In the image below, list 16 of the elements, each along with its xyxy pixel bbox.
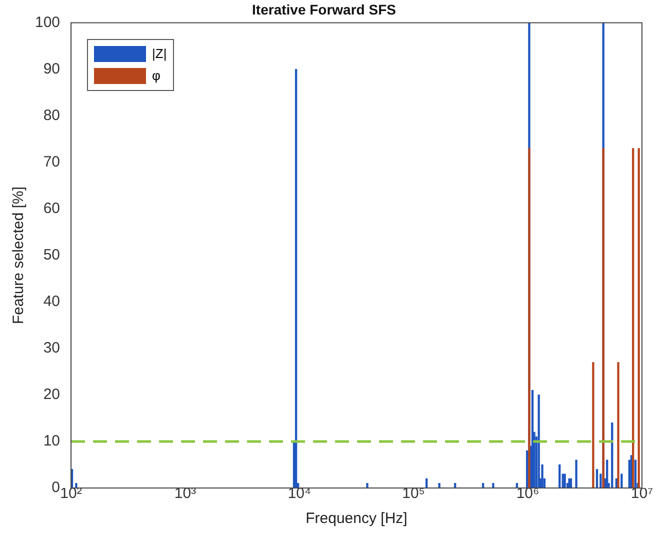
y-tick-label: 30	[43, 340, 60, 357]
y-tick-label: 0	[52, 479, 60, 496]
y-tick-label: 10	[43, 432, 60, 450]
legend-label: φ	[152, 68, 160, 84]
y-tick-label: 90	[43, 60, 60, 78]
x-axis-title: Frequency [Hz]	[306, 510, 408, 528]
chart-title: Iterative Forward SFS	[252, 1, 396, 18]
y-axis-title: Feature selected [%]	[10, 186, 28, 324]
y-tick-label: 40	[43, 293, 60, 310]
y-tick-label: 20	[43, 386, 60, 404]
legend-label: |Z|	[152, 46, 167, 62]
y-tick-label: 70	[43, 154, 60, 170]
y-tick-label: 80	[43, 106, 60, 124]
y-tick-label: 50	[43, 246, 60, 264]
y-tick-label: 100	[34, 14, 60, 31]
y-tick-label: 60	[43, 200, 60, 218]
